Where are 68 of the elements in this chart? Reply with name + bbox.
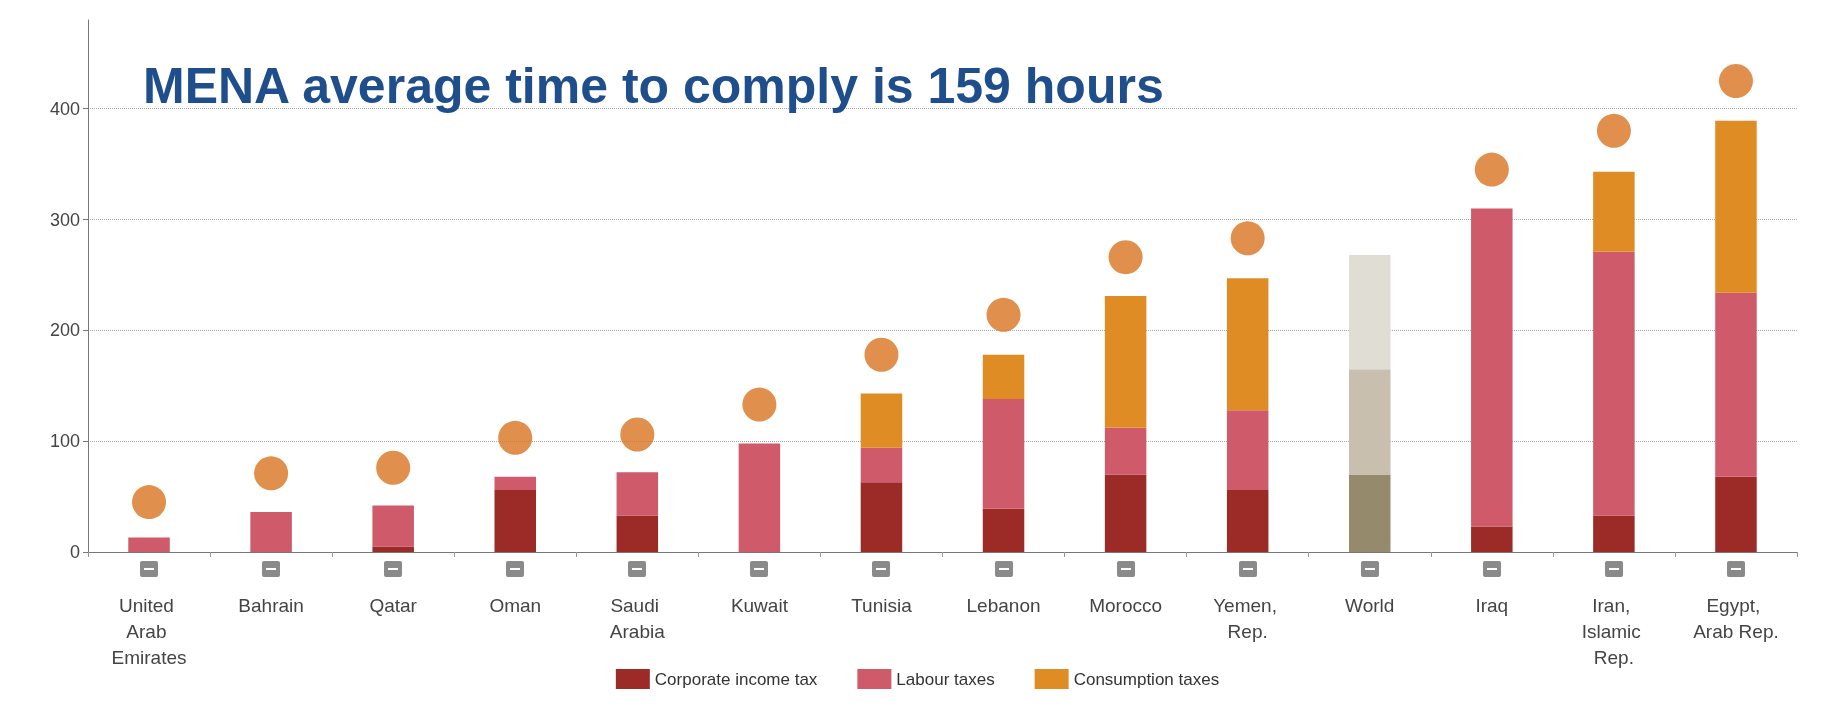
bar xyxy=(1226,410,1269,490)
x-tick-label: Bahrain xyxy=(238,594,304,616)
point xyxy=(132,485,167,520)
bar xyxy=(494,489,536,552)
bar xyxy=(1471,526,1513,552)
bar xyxy=(1715,292,1757,477)
point xyxy=(1108,240,1143,275)
x-tick-label: Iran, Islamic Rep. xyxy=(1581,594,1647,668)
point xyxy=(376,450,411,485)
bar xyxy=(860,482,903,552)
bar xyxy=(1593,171,1635,252)
bar xyxy=(1226,489,1269,552)
y-tick-label: 0 xyxy=(69,542,80,562)
bar xyxy=(1349,254,1391,370)
legend-label: Consumption taxes xyxy=(1073,669,1220,689)
y-tick-label: 200 xyxy=(49,320,80,341)
bar xyxy=(982,399,1025,509)
bar xyxy=(616,515,659,552)
bar xyxy=(860,393,903,448)
bar xyxy=(860,447,903,483)
x-tick-label: Tunisia xyxy=(851,594,913,616)
bar xyxy=(1593,251,1635,516)
x-tick-label: Saudi Arabia xyxy=(609,594,666,642)
x-tick-label: Yemen, Rep. xyxy=(1213,594,1283,642)
point xyxy=(986,297,1021,332)
x-tick-label: Oman xyxy=(489,594,542,616)
legend-label: Corporate income tax xyxy=(654,669,818,689)
y-tick-label: 300 xyxy=(49,209,80,230)
bar xyxy=(372,505,414,547)
x-tick-label: Lebanon xyxy=(966,594,1041,616)
bar xyxy=(494,476,536,490)
bar xyxy=(1226,278,1269,411)
point xyxy=(1230,221,1265,256)
bar xyxy=(1349,369,1391,475)
point xyxy=(864,337,899,372)
point xyxy=(1474,152,1509,187)
x-tick-label: Egypt, Arab Rep. xyxy=(1693,594,1779,642)
bar xyxy=(738,443,781,552)
bar xyxy=(1104,474,1147,552)
bar xyxy=(1715,476,1757,552)
x-tick-label: Qatar xyxy=(369,594,418,616)
bar xyxy=(1349,474,1391,552)
point xyxy=(1596,113,1631,148)
bar xyxy=(372,546,414,552)
x-tick-label: Iraq xyxy=(1475,594,1509,616)
legend-label: Labour taxes xyxy=(896,669,995,689)
point xyxy=(498,420,533,455)
text: MENA average time to comply is 159 hours xyxy=(143,58,1164,114)
x-tick-label: World xyxy=(1345,594,1395,616)
bar xyxy=(982,508,1025,552)
point xyxy=(620,417,655,452)
bar xyxy=(616,472,659,516)
bar xyxy=(1593,515,1635,552)
y-tick-label: 400 xyxy=(49,98,80,119)
x-tick-label: Kuwait xyxy=(730,594,789,616)
bar xyxy=(128,537,170,552)
x-tick-label: Morocco xyxy=(1089,594,1163,616)
point xyxy=(254,456,289,491)
bar xyxy=(250,512,292,552)
bar xyxy=(1104,427,1147,475)
y-tick-label: 100 xyxy=(49,431,80,452)
point xyxy=(742,387,777,422)
point xyxy=(1719,63,1753,98)
bar xyxy=(1715,120,1757,293)
bar xyxy=(982,354,1025,400)
x-tick-label: United Arab Emirates xyxy=(111,594,187,668)
bar xyxy=(1471,208,1513,527)
bar xyxy=(1104,295,1147,428)
